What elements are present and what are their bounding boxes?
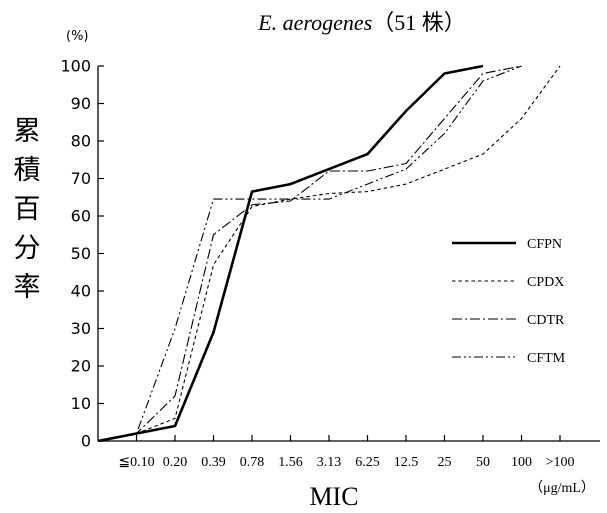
chart-title-organism: E. aerogenes xyxy=(257,10,372,35)
x-tick-label: 12.5 xyxy=(394,455,419,470)
y-axis-label-char: 率 xyxy=(14,272,41,303)
x-tick-label: >100 xyxy=(546,455,575,470)
x-tick-label: 0.39 xyxy=(201,455,226,470)
y-tick-label: 0 xyxy=(81,432,91,451)
x-axis-label: MIC xyxy=(309,482,358,511)
y-tick-label: 10 xyxy=(71,394,91,413)
x-tick-label: 0.78 xyxy=(240,455,265,470)
y-axis-label-char: 百 xyxy=(14,194,41,225)
legend-label-cpdx: CPDX xyxy=(527,275,564,290)
y-tick-label: 20 xyxy=(71,357,91,376)
y-tick-label: 30 xyxy=(71,319,91,338)
axes: 0 10 20 30 40 50 60 70 80 90 100 ≦0.10 0.20 0.39 0.78 1… xyxy=(60,57,600,470)
x-tick-label: 3.13 xyxy=(317,455,342,470)
series-line-cftm xyxy=(97,65,522,442)
series-lines xyxy=(97,64,561,443)
chart-title: E. aerogenes（51 株） xyxy=(257,10,466,35)
y-axis-label-char: 累 xyxy=(14,116,41,147)
x-tick-label: 6.25 xyxy=(355,455,380,470)
y-tick-label: 100 xyxy=(60,57,91,76)
series-line-cdtr xyxy=(97,65,522,442)
chart-title-count: （51 株） xyxy=(372,10,466,35)
y-tick-label: 70 xyxy=(71,169,91,188)
legend-label-cftm: CFTM xyxy=(527,351,566,366)
legend-label-cdtr: CDTR xyxy=(527,313,565,328)
x-tick-label: 100 xyxy=(511,455,532,470)
series-line-cfpn xyxy=(97,64,484,443)
series-line-cpdx xyxy=(97,65,561,442)
x-tick-label: ≦0.10 xyxy=(118,455,154,470)
x-tick-label: 1.56 xyxy=(278,455,303,470)
y-axis-label-char: 積 xyxy=(14,155,41,186)
x-axis-unit: （μg/mL） xyxy=(529,480,595,496)
y-tick-label: 40 xyxy=(71,282,91,301)
y-tick-label: 90 xyxy=(71,94,91,113)
y-axis-label-char: 分 xyxy=(14,233,41,264)
y-axis-unit: (%) xyxy=(66,29,89,44)
y-tick-label: 60 xyxy=(71,207,91,226)
x-tick-label: 0.20 xyxy=(163,455,188,470)
x-tick-label: 50 xyxy=(476,455,490,470)
legend-label-cfpn: CFPN xyxy=(527,237,562,252)
y-tick-label: 50 xyxy=(71,244,91,263)
x-tick-label: 25 xyxy=(438,455,452,470)
legend: CFPN CPDX CDTR CFTM xyxy=(452,237,566,366)
y-tick-label: 80 xyxy=(71,132,91,151)
